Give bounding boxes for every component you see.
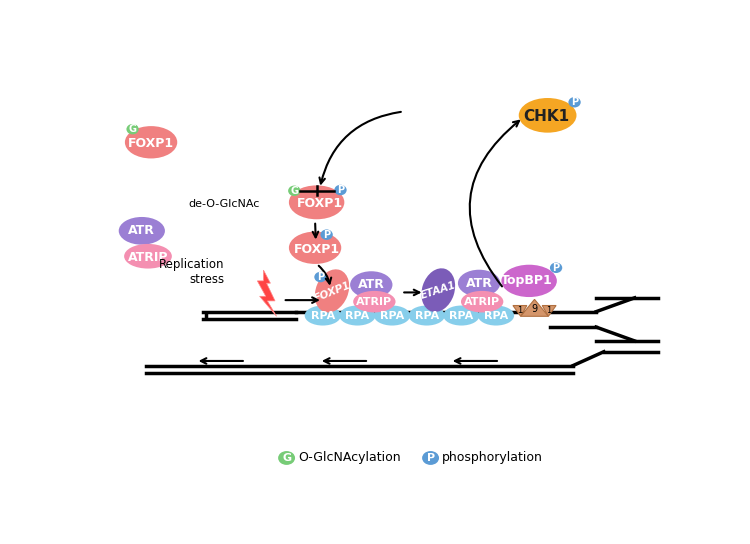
Ellipse shape bbox=[502, 265, 556, 297]
Ellipse shape bbox=[519, 98, 577, 133]
Text: ETAA1: ETAA1 bbox=[419, 281, 458, 301]
Ellipse shape bbox=[478, 306, 514, 325]
Ellipse shape bbox=[461, 291, 503, 312]
Text: phosphorylation: phosphorylation bbox=[442, 452, 543, 465]
Ellipse shape bbox=[409, 306, 445, 325]
Text: CHK1: CHK1 bbox=[523, 109, 569, 125]
Text: RPA: RPA bbox=[345, 311, 370, 320]
Ellipse shape bbox=[422, 268, 455, 312]
Ellipse shape bbox=[568, 97, 580, 108]
Ellipse shape bbox=[314, 272, 327, 282]
Ellipse shape bbox=[443, 306, 479, 325]
Text: 1: 1 bbox=[547, 306, 552, 314]
Text: Replication
stress: Replication stress bbox=[159, 258, 224, 286]
Text: FOXP1: FOXP1 bbox=[293, 243, 340, 256]
Text: O-GlcNAcylation: O-GlcNAcylation bbox=[298, 452, 400, 465]
Text: FOXP1: FOXP1 bbox=[128, 137, 174, 150]
Ellipse shape bbox=[289, 232, 341, 264]
Text: 9: 9 bbox=[532, 304, 538, 313]
Text: de-O-GlcNAc: de-O-GlcNAc bbox=[188, 199, 260, 209]
Ellipse shape bbox=[118, 217, 165, 245]
Text: 1: 1 bbox=[518, 306, 523, 314]
Text: ATRIP: ATRIP bbox=[464, 298, 500, 307]
Ellipse shape bbox=[320, 230, 333, 240]
Ellipse shape bbox=[127, 124, 139, 134]
Text: ATR: ATR bbox=[128, 224, 155, 237]
Ellipse shape bbox=[278, 451, 295, 465]
Text: G: G bbox=[282, 453, 291, 463]
Ellipse shape bbox=[422, 451, 439, 465]
Ellipse shape bbox=[353, 291, 395, 312]
Ellipse shape bbox=[289, 186, 344, 219]
Ellipse shape bbox=[339, 306, 376, 325]
Text: RPA: RPA bbox=[484, 311, 508, 320]
Text: G: G bbox=[128, 124, 136, 134]
Text: P: P bbox=[553, 263, 560, 273]
Text: P: P bbox=[427, 453, 435, 463]
Text: ATR: ATR bbox=[466, 277, 493, 290]
Text: RPA: RPA bbox=[449, 311, 473, 320]
Ellipse shape bbox=[125, 126, 177, 158]
Text: P: P bbox=[323, 230, 330, 240]
Ellipse shape bbox=[315, 269, 350, 312]
Text: ATRIP: ATRIP bbox=[356, 298, 392, 307]
Ellipse shape bbox=[124, 244, 172, 269]
Text: RPA: RPA bbox=[380, 311, 404, 320]
Ellipse shape bbox=[374, 306, 410, 325]
Ellipse shape bbox=[350, 271, 392, 298]
Text: P: P bbox=[337, 185, 344, 195]
Text: ATR: ATR bbox=[358, 278, 385, 291]
Text: ATRIP: ATRIP bbox=[128, 251, 168, 264]
Text: RPA: RPA bbox=[415, 311, 439, 320]
Text: P: P bbox=[571, 97, 578, 107]
Polygon shape bbox=[520, 299, 548, 316]
Ellipse shape bbox=[458, 270, 500, 296]
Text: FOXP1: FOXP1 bbox=[312, 280, 352, 304]
Text: RPA: RPA bbox=[310, 311, 335, 320]
Ellipse shape bbox=[288, 186, 301, 196]
Text: FOXP1: FOXP1 bbox=[297, 197, 343, 211]
Ellipse shape bbox=[550, 263, 562, 273]
Text: TopBP1: TopBP1 bbox=[501, 274, 553, 287]
Polygon shape bbox=[513, 306, 526, 316]
Polygon shape bbox=[542, 306, 556, 316]
Text: P: P bbox=[317, 272, 324, 282]
Ellipse shape bbox=[334, 185, 346, 195]
Ellipse shape bbox=[304, 306, 340, 325]
Text: G: G bbox=[290, 186, 298, 196]
Polygon shape bbox=[257, 270, 277, 316]
